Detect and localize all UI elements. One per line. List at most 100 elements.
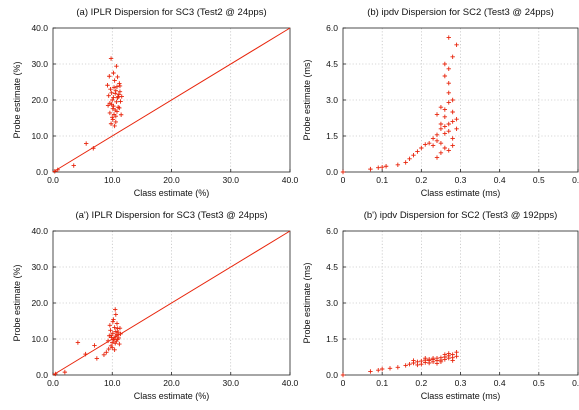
- data-point: [434, 112, 440, 117]
- data-point: [118, 99, 123, 104]
- data-point: [105, 103, 111, 108]
- data-point: [113, 329, 119, 334]
- data-point: [442, 107, 448, 112]
- data-point: [423, 142, 428, 147]
- x-tick-label: 0.0: [47, 378, 59, 388]
- data-point: [434, 361, 440, 366]
- x-axis-label: Class estimate (%): [134, 391, 210, 401]
- chart-title: (a) IPLR Dispersion for SC3 (Test2 @ 24p…: [76, 7, 266, 18]
- data-point: [442, 145, 448, 151]
- data-point: [94, 356, 100, 361]
- data-point: [115, 337, 120, 342]
- chart-panel-2: (b) ipdv Dispersion for SC2 (Test3 @ 24p…: [302, 7, 579, 198]
- data-point: [113, 91, 118, 96]
- data-point: [340, 169, 346, 175]
- data-point: [395, 162, 401, 167]
- data-point: [446, 356, 451, 361]
- data-point: [446, 148, 451, 153]
- data-point: [419, 362, 424, 367]
- y-tick-label: 20.0: [31, 298, 48, 308]
- data-point: [368, 166, 373, 172]
- plot-frame: [342, 27, 579, 173]
- data-point: [53, 371, 58, 377]
- x-tick-label: 0.3: [455, 378, 467, 388]
- x-tick-label: 20.0: [163, 175, 180, 185]
- data-point: [109, 102, 114, 107]
- data-point: [113, 341, 118, 346]
- data-point: [114, 332, 120, 337]
- x-tick-label: 0.1: [376, 378, 388, 388]
- data-point: [115, 329, 121, 335]
- data-point: [454, 350, 459, 355]
- data-point: [450, 143, 455, 148]
- data-point: [113, 312, 119, 317]
- x-tick-label: 0.4: [494, 175, 506, 185]
- data-point: [114, 99, 119, 104]
- data-point: [113, 307, 118, 312]
- data-point: [117, 81, 122, 86]
- data-point: [454, 354, 459, 359]
- data-point: [430, 143, 436, 148]
- plot-frame: [342, 230, 579, 376]
- y-tick-label: 30.0: [31, 59, 48, 69]
- chart-title: (a') IPLR Dispersion for SC3 (Test3 @ 24…: [75, 210, 267, 221]
- data-point: [114, 84, 120, 89]
- x-axis-label: Class estimate (ms): [421, 188, 501, 198]
- x-tick-label: 0.5: [533, 378, 545, 388]
- y-axis-label: Probe estimate (ms): [302, 59, 312, 140]
- data-point: [113, 114, 119, 119]
- data-point: [83, 141, 89, 146]
- data-point: [110, 319, 116, 324]
- x-tick-label: 0.2: [415, 175, 427, 185]
- x-tick-label: 0.0: [47, 175, 59, 185]
- data-point: [376, 165, 381, 170]
- data-point: [105, 338, 111, 343]
- data-point: [450, 109, 455, 115]
- data-point: [403, 160, 408, 165]
- x-tick-label: 0.4: [494, 378, 506, 388]
- data-point: [446, 100, 451, 105]
- x-tick-label: 0: [341, 175, 346, 185]
- x-tick-label: 0.1: [376, 175, 388, 185]
- data-point: [111, 95, 116, 100]
- data-point: [442, 131, 448, 136]
- x-tick-label: 40.0: [282, 175, 299, 185]
- data-point: [450, 136, 455, 141]
- y-tick-label: 3.0: [326, 95, 338, 105]
- data-point: [111, 337, 116, 342]
- data-point: [108, 333, 114, 338]
- reference-line: [52, 230, 291, 376]
- data-point: [112, 347, 117, 352]
- chart-panel-3: (a') IPLR Dispersion for SC3 (Test3 @ 24…: [12, 210, 299, 401]
- x-tick-label: 40.0: [282, 378, 299, 388]
- data-point: [442, 124, 448, 129]
- data-point: [111, 70, 116, 76]
- data-point: [454, 42, 459, 47]
- data-point: [368, 369, 373, 374]
- data-point: [110, 97, 115, 103]
- y-tick-label: 40.0: [31, 226, 48, 236]
- x-tick-label: 0: [341, 378, 346, 388]
- data-point: [446, 129, 451, 134]
- y-tick-label: 3.0: [326, 298, 338, 308]
- data-point: [91, 146, 96, 151]
- x-tick-label: 30.0: [222, 378, 239, 388]
- data-point: [376, 368, 381, 373]
- data-point: [116, 92, 121, 97]
- x-axis-label: Class estimate (%): [134, 188, 210, 198]
- data-point: [113, 119, 119, 125]
- y-tick-label: 20.0: [31, 95, 48, 105]
- y-axis-label: Probe estimate (%): [12, 61, 22, 138]
- data-point: [415, 362, 420, 368]
- data-point: [112, 325, 117, 330]
- data-point: [442, 73, 448, 79]
- data-point: [454, 126, 459, 131]
- x-axis-label: Class estimate (ms): [421, 391, 501, 401]
- chart-title: (b) ipdv Dispersion for SC2 (Test3 @ 24p…: [367, 7, 554, 18]
- data-point: [423, 360, 428, 365]
- data-point: [62, 369, 68, 375]
- data-point: [446, 81, 451, 86]
- data-point: [117, 83, 123, 89]
- data-point: [92, 343, 97, 348]
